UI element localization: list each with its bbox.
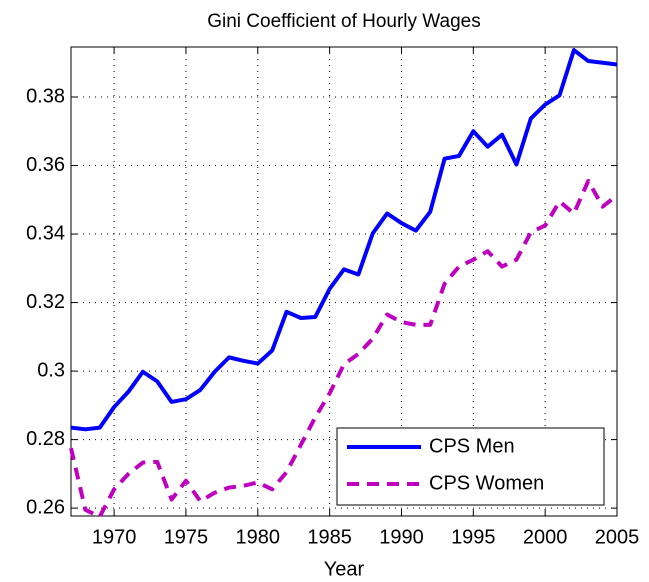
x-tick-label: 1980 bbox=[236, 526, 281, 548]
x-tick-label: 2000 bbox=[523, 526, 568, 548]
x-tick-label: 1995 bbox=[451, 526, 496, 548]
y-tick-label: 0.36 bbox=[26, 154, 65, 176]
y-tick-label: 0.28 bbox=[26, 428, 65, 450]
x-tick-label: 1985 bbox=[307, 526, 352, 548]
data-line bbox=[70, 48, 618, 432]
legend-box bbox=[336, 427, 605, 506]
data-line bbox=[69, 178, 619, 519]
x-tick-label: 1975 bbox=[164, 526, 209, 548]
y-tick-label: 0.34 bbox=[26, 222, 65, 244]
x-tick-label: 2005 bbox=[595, 526, 640, 548]
legend-label: CPS Men bbox=[429, 435, 515, 457]
y-tick-label: 0.38 bbox=[26, 85, 65, 107]
y-tick-label: 0.3 bbox=[37, 359, 65, 381]
x-tick-label: 1990 bbox=[379, 526, 424, 548]
y-tick-label: 0.32 bbox=[26, 291, 65, 313]
x-axis-label: Year bbox=[324, 558, 365, 580]
plot-frame bbox=[70, 46, 618, 517]
chart-title: Gini Coefficient of Hourly Wages bbox=[207, 11, 481, 32]
y-tick-label: 0.26 bbox=[26, 496, 65, 518]
x-tick-label: 1970 bbox=[92, 526, 137, 548]
legend-label: CPS Women bbox=[429, 472, 544, 494]
